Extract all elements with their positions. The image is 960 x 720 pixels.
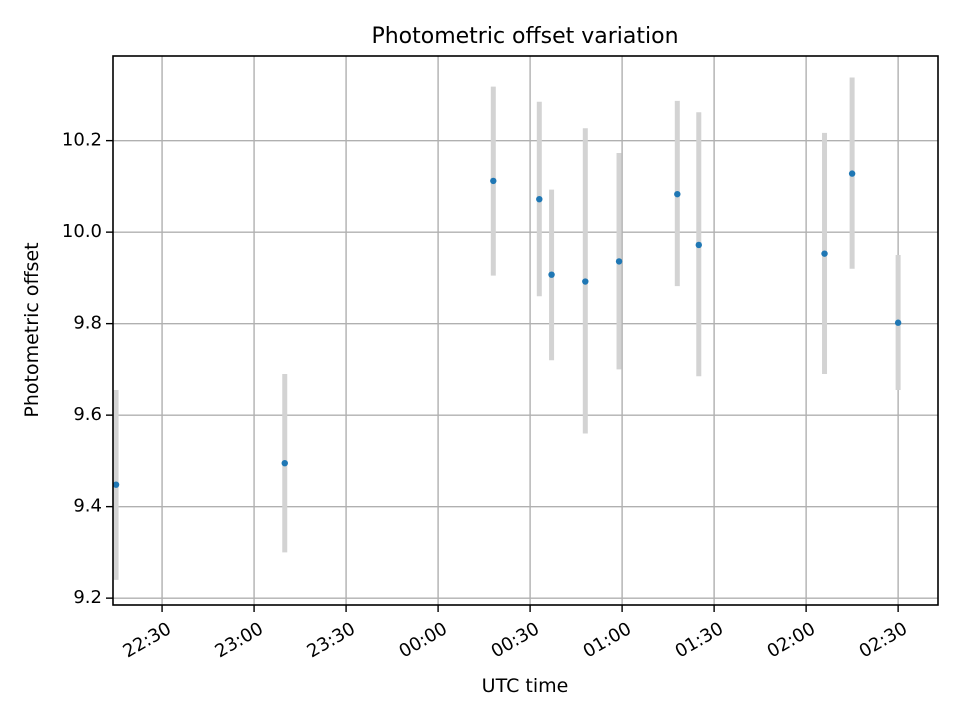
plot-frame <box>112 55 939 606</box>
y-tick-label: 9.8 <box>73 313 102 334</box>
data-point <box>112 481 120 488</box>
data-point <box>695 241 702 249</box>
data-point <box>821 250 828 257</box>
data-point <box>615 258 623 265</box>
x-axis-label: UTC time <box>482 675 569 697</box>
y-tick-label: 9.6 <box>73 404 102 425</box>
data-point <box>674 190 681 198</box>
data-point <box>281 459 288 467</box>
data-point <box>490 177 497 185</box>
y-tick-label: 10.2 <box>62 130 102 151</box>
grid <box>113 56 938 605</box>
y-tick-label: 9.4 <box>73 496 102 517</box>
y-tick-label: 9.2 <box>73 587 102 608</box>
data-point <box>894 319 902 326</box>
data-point <box>848 170 856 177</box>
data-point <box>536 195 543 203</box>
chart-title: Photometric offset variation <box>371 24 678 49</box>
data-points <box>112 170 902 488</box>
y-axis-label: Photometric offset <box>21 242 43 417</box>
y-tick-label: 10.0 <box>62 221 102 242</box>
data-point <box>582 278 589 285</box>
data-point <box>548 271 555 278</box>
